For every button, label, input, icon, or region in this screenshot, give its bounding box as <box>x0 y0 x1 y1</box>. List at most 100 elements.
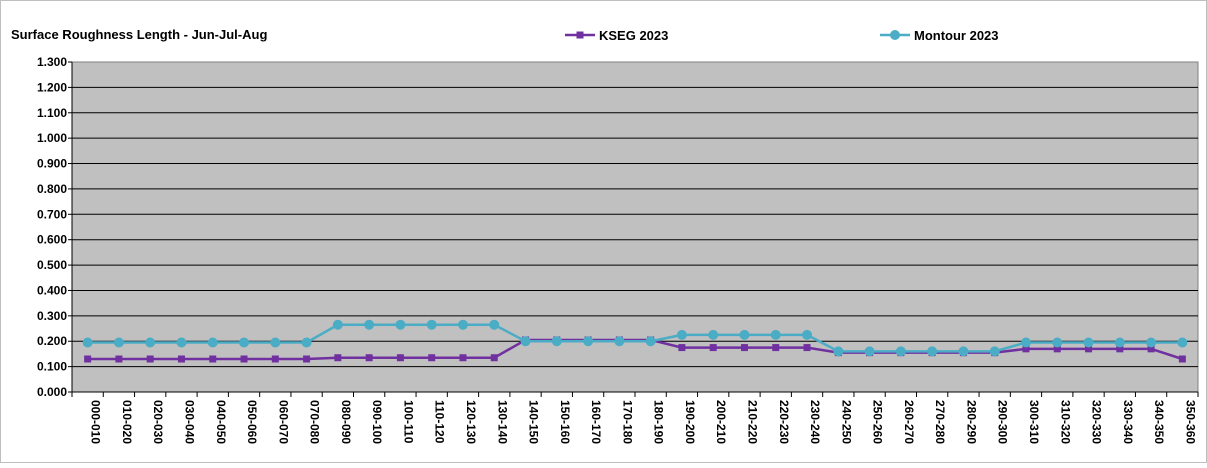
x-axis: 000-010 010-020 020-030 030-040 040-050 050-0… <box>71 391 1199 444</box>
data-point <box>1116 345 1124 353</box>
y-axis: 0.000 0.100 0.200 0.300 0.400 0.500 0.600 0.700… <box>37 55 73 399</box>
data-point <box>708 329 719 340</box>
data-point <box>396 354 404 362</box>
data-point <box>1053 345 1061 353</box>
x-tick-label: 060-070 <box>276 400 290 444</box>
x-tick-label: 010-020 <box>120 400 134 444</box>
data-point <box>207 337 218 348</box>
x-tick-label: 080-090 <box>339 400 353 444</box>
plot-area <box>71 61 1199 393</box>
data-point <box>739 329 750 340</box>
data-point <box>1020 337 1031 348</box>
data-point <box>833 346 844 357</box>
data-point <box>614 336 625 347</box>
x-tick-label: 100-110 <box>401 400 415 444</box>
data-point <box>177 355 185 363</box>
y-tick-label: 0.700 <box>37 207 67 221</box>
y-tick-label: 0.000 <box>37 385 67 399</box>
x-tick-label: 030-040 <box>182 400 196 444</box>
data-point <box>239 337 250 348</box>
data-point <box>1147 345 1155 353</box>
y-tick-label: 0.900 <box>37 157 67 171</box>
x-tick-label: 170-180 <box>620 400 634 444</box>
x-tick-label: 090-100 <box>370 400 384 444</box>
x-tick-label: 320-330 <box>1090 400 1104 444</box>
data-point <box>1177 337 1188 348</box>
data-point <box>395 319 406 330</box>
data-point <box>1146 337 1157 348</box>
x-tick-label: 300-310 <box>1027 400 1041 444</box>
x-tick-label: 050-060 <box>245 400 259 444</box>
y-tick-label: 0.300 <box>37 309 67 323</box>
x-tick-label: 210-220 <box>745 400 759 444</box>
series-montour-2023 <box>82 319 1188 357</box>
x-tick-label: 270-280 <box>933 400 947 444</box>
series-line <box>87 338 1183 361</box>
legend-label: KSEG 2023 <box>599 28 668 43</box>
x-tick-label: 070-080 <box>308 400 322 444</box>
y-tick-label: 0.500 <box>37 258 67 272</box>
data-point <box>334 354 342 362</box>
data-point <box>209 355 217 363</box>
data-point <box>803 344 811 352</box>
data-point <box>1114 337 1125 348</box>
data-point <box>676 329 687 340</box>
x-tick-label: 120-130 <box>464 400 478 444</box>
data-point <box>1022 345 1030 353</box>
x-tick-label: 110-120 <box>433 400 447 444</box>
data-point <box>895 346 906 357</box>
legend-label: Montour 2023 <box>914 28 999 43</box>
y-tick-label: 1.200 <box>37 80 67 94</box>
data-point <box>428 354 436 362</box>
data-point <box>271 355 279 363</box>
x-tick-label: 250-260 <box>871 400 885 444</box>
data-point <box>84 355 92 363</box>
y-tick-label: 1.100 <box>37 106 67 120</box>
y-tick-label: 0.400 <box>37 283 67 297</box>
x-tick-label: 290-300 <box>996 400 1010 444</box>
series-layer <box>82 319 1188 363</box>
legend-item: Montour 2023 <box>880 28 999 43</box>
y-tick-label: 0.200 <box>37 334 67 348</box>
y-tick-label: 1.000 <box>37 131 67 145</box>
x-tick-label: 230-240 <box>808 400 822 444</box>
data-point <box>146 355 154 363</box>
y-tick-label: 0.600 <box>37 233 67 247</box>
data-point <box>709 344 717 352</box>
legend-marker <box>890 30 900 40</box>
data-point <box>1178 355 1186 363</box>
data-point <box>864 346 875 357</box>
data-point <box>802 329 813 340</box>
data-point <box>332 319 343 330</box>
data-point <box>457 319 468 330</box>
y-tick-label: 0.800 <box>37 182 67 196</box>
x-tick-label: 340-350 <box>1152 400 1166 444</box>
data-point <box>958 346 969 357</box>
y-tick-label: 0.100 <box>37 360 67 374</box>
data-point <box>1083 337 1094 348</box>
x-tick-label: 240-250 <box>839 400 853 444</box>
data-point <box>520 336 531 347</box>
data-point <box>115 355 123 363</box>
x-tick-label: 350-360 <box>1183 400 1197 444</box>
x-tick-label: 220-230 <box>777 400 791 444</box>
data-point <box>551 336 562 347</box>
x-tick-label: 020-030 <box>151 400 165 444</box>
data-point <box>927 346 938 357</box>
data-point <box>1085 345 1093 353</box>
data-point <box>303 355 311 363</box>
data-point <box>740 344 748 352</box>
x-tick-label: 330-340 <box>1121 400 1135 444</box>
chart-title: Surface Roughness Length - Jun-Jul-Aug <box>11 27 267 42</box>
x-tick-label: 040-050 <box>214 400 228 444</box>
x-tick-label: 000-010 <box>89 400 103 444</box>
x-tick-label: 130-140 <box>495 400 509 444</box>
data-point <box>1052 337 1063 348</box>
x-tick-label: 310-320 <box>1058 400 1072 444</box>
data-point <box>145 337 156 348</box>
data-point <box>426 319 437 330</box>
x-tick-label: 140-150 <box>527 400 541 444</box>
series-line <box>87 323 1183 353</box>
legend: KSEG 2023 Montour 2023 <box>565 28 999 43</box>
